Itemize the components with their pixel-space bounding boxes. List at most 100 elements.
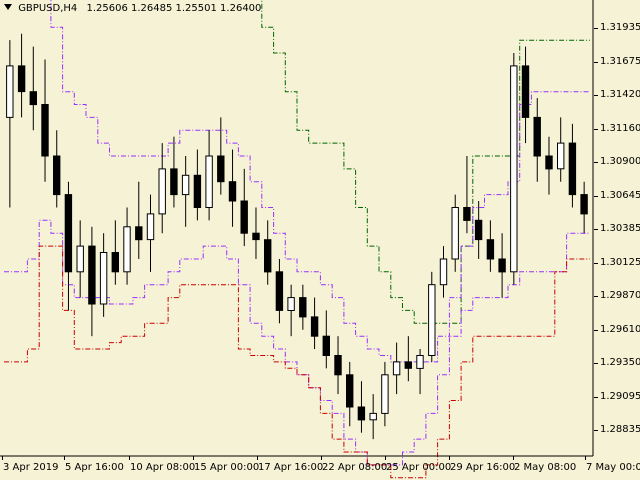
price-tick bbox=[594, 363, 598, 364]
time-tick bbox=[2, 456, 3, 460]
time-tick-label: 22 Apr 08:00 bbox=[322, 462, 388, 473]
price-tick-label: 1.29350 bbox=[600, 357, 640, 368]
candle bbox=[88, 226, 96, 337]
time-tick-label: 17 Apr 16:00 bbox=[258, 462, 324, 473]
band-inner-lower bbox=[4, 245, 590, 479]
candle bbox=[111, 220, 119, 285]
candle bbox=[428, 271, 436, 362]
candle bbox=[486, 220, 495, 272]
time-tick-label: 25 Apr 00:00 bbox=[386, 462, 452, 473]
price-tick bbox=[594, 28, 598, 29]
candle bbox=[381, 361, 389, 427]
candle bbox=[123, 207, 131, 285]
candle bbox=[217, 117, 225, 195]
candle bbox=[228, 149, 237, 227]
price-tick-label: 1.30900 bbox=[600, 156, 640, 167]
price-tick bbox=[594, 229, 598, 230]
candle bbox=[193, 149, 202, 221]
price-tick bbox=[594, 95, 598, 96]
time-tick bbox=[585, 456, 586, 460]
time-tick bbox=[193, 456, 194, 460]
time-tick-label: 2 May 08:00 bbox=[514, 462, 577, 473]
candle bbox=[510, 53, 518, 285]
time-tick-label: 10 Apr 08:00 bbox=[130, 462, 196, 473]
price-tick-label: 1.29870 bbox=[600, 290, 640, 301]
candle bbox=[322, 310, 331, 369]
price-tick-label: 1.31160 bbox=[600, 122, 640, 134]
price-tick bbox=[594, 195, 598, 197]
candle bbox=[404, 336, 413, 382]
price-axis[interactable]: 1.31935 1.31675 1.31420 1.31160 1.30900 1.306… bbox=[594, 0, 640, 480]
price-tick bbox=[594, 162, 598, 163]
candle bbox=[498, 233, 506, 298]
band-mid-lower bbox=[4, 219, 590, 466]
price-tick bbox=[594, 329, 598, 331]
candle bbox=[357, 381, 366, 433]
band-outer-upper bbox=[261, 0, 590, 324]
time-tick bbox=[321, 456, 322, 460]
price-tick bbox=[594, 128, 598, 130]
price-tick bbox=[594, 430, 598, 431]
candle bbox=[170, 136, 178, 208]
time-tick-label: 5 Apr 16:00 bbox=[65, 462, 124, 473]
price-tick-label: 1.29095 bbox=[600, 390, 640, 402]
candle bbox=[76, 220, 84, 298]
candle bbox=[521, 46, 530, 144]
candle bbox=[64, 181, 73, 311]
candle bbox=[17, 33, 26, 118]
candle bbox=[146, 194, 155, 272]
time-tick-label: 3 Apr 2019 bbox=[3, 462, 59, 473]
candle bbox=[299, 284, 307, 330]
candle bbox=[158, 143, 166, 234]
time-tick bbox=[257, 456, 258, 460]
time-tick-label: 15 Apr 00:00 bbox=[194, 462, 260, 473]
price-tick-label: 1.30385 bbox=[600, 223, 640, 234]
time-tick bbox=[449, 456, 450, 460]
time-tick-label: 7 May 00:00 bbox=[586, 462, 640, 473]
candle bbox=[369, 394, 377, 440]
price-tick bbox=[594, 396, 598, 398]
candle bbox=[463, 156, 471, 234]
candle bbox=[41, 59, 49, 182]
candle bbox=[545, 136, 553, 195]
candle bbox=[392, 342, 401, 395]
price-tick bbox=[594, 61, 598, 63]
candle bbox=[580, 181, 588, 234]
time-tick bbox=[64, 456, 65, 460]
price-tick-label: 1.29610 bbox=[600, 323, 640, 335]
candle bbox=[240, 168, 248, 247]
chart-header: GBPUSD,H4 1.25606 1.26485 1.25501 1.2640… bbox=[4, 3, 261, 14]
candle bbox=[53, 130, 61, 208]
candle bbox=[568, 123, 577, 208]
candle bbox=[416, 349, 424, 395]
candle bbox=[275, 258, 284, 324]
candle bbox=[99, 233, 108, 317]
candle bbox=[533, 98, 541, 182]
time-tick bbox=[513, 456, 514, 460]
price-tick bbox=[594, 296, 598, 297]
candle bbox=[135, 181, 143, 259]
candle bbox=[451, 194, 459, 272]
candle bbox=[205, 130, 213, 221]
price-tick-label: 1.30645 bbox=[600, 189, 640, 201]
price-tick-label: 1.28835 bbox=[600, 424, 640, 435]
time-tick bbox=[385, 456, 386, 460]
time-tick bbox=[129, 456, 130, 460]
price-tick bbox=[594, 262, 598, 264]
time-tick-label: 29 Apr 16:00 bbox=[450, 462, 516, 473]
ohlc-label: 1.25606 1.26485 1.25501 1.26400 bbox=[86, 3, 262, 14]
candle bbox=[29, 46, 38, 131]
candle bbox=[310, 297, 319, 350]
candle bbox=[334, 336, 342, 395]
symbol-label: GBPUSD,H4 bbox=[18, 3, 78, 14]
candle bbox=[264, 220, 272, 285]
price-tick-label: 1.31675 bbox=[600, 55, 640, 67]
menu-triangle-icon[interactable] bbox=[4, 4, 12, 10]
candle bbox=[439, 246, 448, 298]
price-tick-label: 1.31420 bbox=[600, 89, 640, 100]
candle bbox=[346, 361, 354, 427]
candle bbox=[181, 156, 190, 227]
price-tick-label: 1.31935 bbox=[600, 22, 640, 33]
band-mid-upper bbox=[50, 0, 590, 363]
